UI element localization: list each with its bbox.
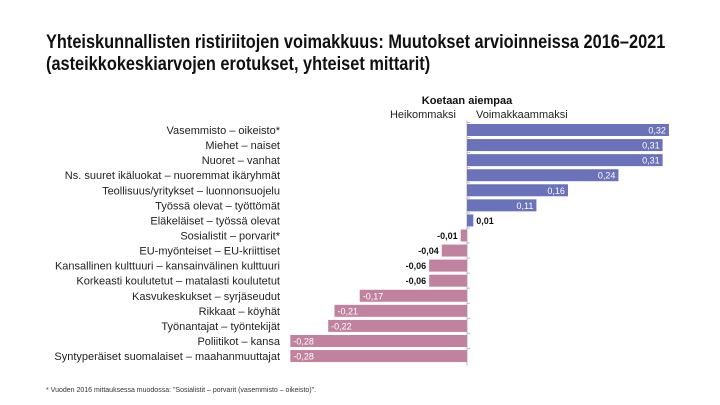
bar xyxy=(290,350,467,363)
data-label: 0,24 xyxy=(598,171,616,181)
bar xyxy=(467,139,663,152)
data-label: -0,17 xyxy=(363,291,384,301)
data-label: -0,28 xyxy=(293,352,314,362)
data-label: -0,01 xyxy=(437,231,458,241)
category-label: Kansallinen kulttuuri – kansainvälinen k… xyxy=(55,261,280,273)
chart-header: Koetaan aiempaa xyxy=(422,95,513,107)
data-label: -0,06 xyxy=(406,276,427,286)
bar xyxy=(429,274,467,287)
category-label: Työnantajat – työntekijät xyxy=(161,321,280,333)
data-label: -0,22 xyxy=(331,321,352,331)
data-label: 0,01 xyxy=(476,216,494,226)
bar xyxy=(467,124,669,136)
data-label: 0,31 xyxy=(642,141,660,151)
data-label: -0,04 xyxy=(418,246,439,256)
data-label: -0,21 xyxy=(337,306,358,316)
negative-direction-label: Heikommaksi xyxy=(390,109,456,121)
bar xyxy=(334,304,467,317)
bar xyxy=(359,289,467,302)
chart-title: Yhteiskunnallisten ristiriitojen voimakk… xyxy=(46,32,665,76)
category-label: Syntyperäiset suomalaiset – maahanmuutta… xyxy=(54,351,280,363)
bar xyxy=(467,184,568,197)
data-label: -0,06 xyxy=(406,261,427,271)
bar xyxy=(429,259,467,272)
data-label: 0,32 xyxy=(648,126,666,136)
footnote: * Vuoden 2016 mittauksessa muodossa: "So… xyxy=(46,387,317,394)
bar xyxy=(460,229,467,242)
category-label: Korkeasti koulutetut – matalasti koulute… xyxy=(76,276,280,288)
category-label: Rikkaat – köyhät xyxy=(199,306,280,318)
bar xyxy=(328,319,467,332)
category-label: Miehet – naiset xyxy=(205,140,280,152)
bar xyxy=(467,214,474,227)
bar xyxy=(467,154,663,167)
category-label: Poliitikot – kansa xyxy=(197,336,280,348)
data-label: 0,11 xyxy=(517,201,534,211)
category-label: Työssä olevat – työttömät xyxy=(155,200,280,212)
category-label: Teollisuus/yritykset – luonnonsuojelu xyxy=(102,185,280,197)
category-label: Nuoret – vanhat xyxy=(202,155,280,167)
bar xyxy=(467,199,537,212)
category-label: EU-myönteiset – EU-kriittiset xyxy=(139,246,280,258)
data-label: -0,28 xyxy=(293,336,314,346)
category-label: Eläkeläiset – työssä olevat xyxy=(150,215,280,227)
title-line-2: (asteikkokeskiarvojen erotukset, yhteise… xyxy=(46,54,431,75)
category-label: Sosialistit – porvarit* xyxy=(180,230,280,242)
title-line-1: Yhteiskunnallisten ristiriitojen voimakk… xyxy=(46,32,666,53)
category-label: Kasvukeskukset – syrjäseudut xyxy=(132,291,280,303)
positive-direction-label: Voimakkaammaksi xyxy=(476,109,568,121)
category-label: Ns. suuret ikäluokat – nuoremmat ikäryhm… xyxy=(65,170,280,182)
bar xyxy=(467,169,619,182)
bar xyxy=(441,244,467,257)
data-label: 0,16 xyxy=(547,186,565,196)
data-label: 0,31 xyxy=(642,156,660,166)
category-label: Vasemmisto – oikeisto* xyxy=(166,125,280,137)
bar xyxy=(290,334,467,347)
